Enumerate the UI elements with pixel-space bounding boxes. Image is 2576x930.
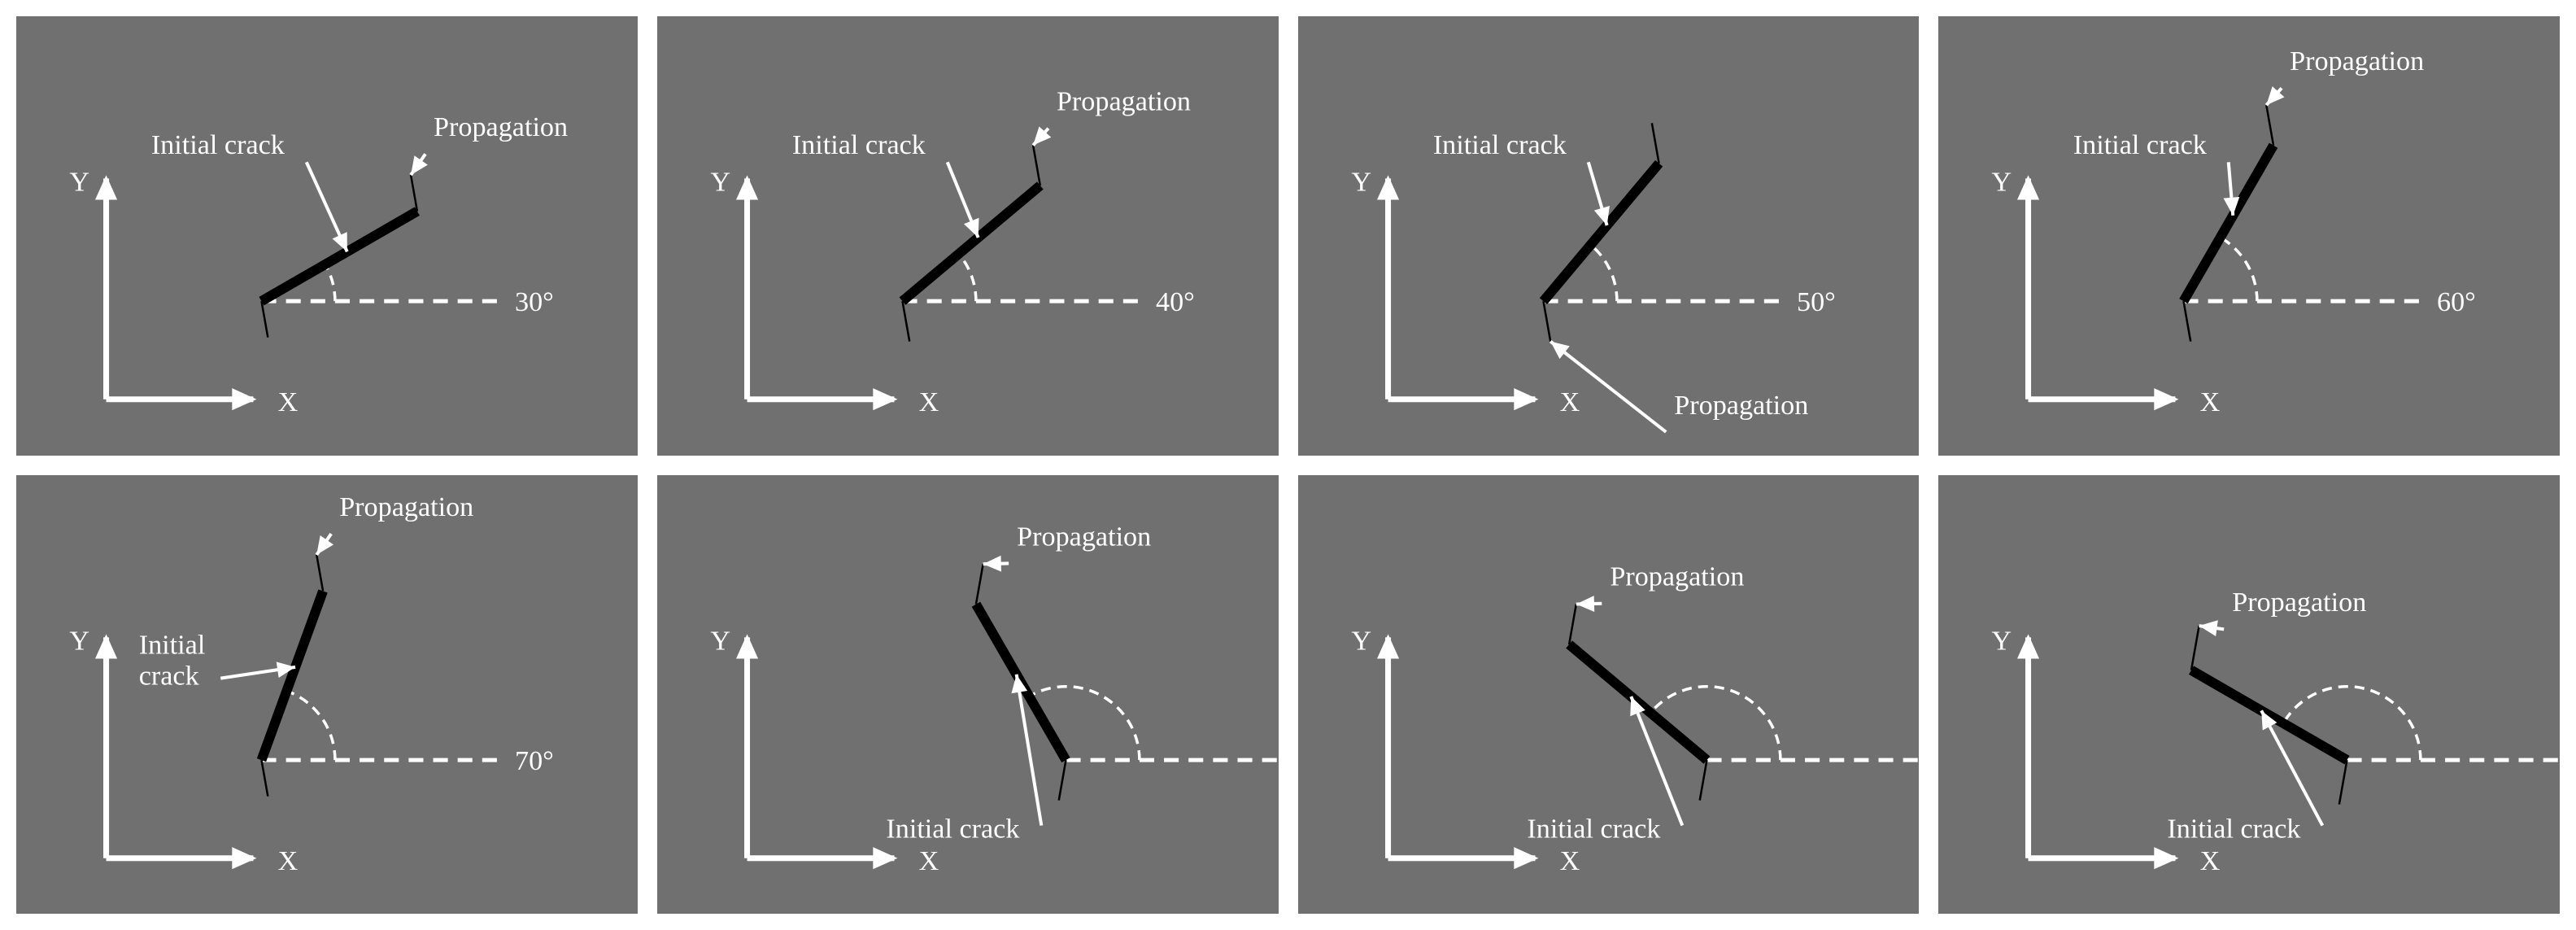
initial-crack-label: Initial crack <box>2168 814 2302 844</box>
angle-label: 60° <box>2437 287 2476 317</box>
initial-crack-label: Initial <box>139 630 206 660</box>
x-axis-label: X <box>1559 845 1580 875</box>
x-axis-label: X <box>2200 387 2221 417</box>
propagation-label: Propagation <box>1057 87 1191 117</box>
propagation-label: Propagation <box>2290 46 2424 76</box>
x-axis-label: X <box>2200 845 2221 875</box>
panel-40: Y X 40° Initial crack Propagation <box>657 16 1279 456</box>
propagation-label: Propagation <box>2232 587 2366 618</box>
panel-70: Y X 70° Initial crack Propagation <box>16 475 638 915</box>
panel-30: Y X 30° Initial crack Propagation <box>16 16 638 456</box>
y-axis-label: Y <box>1992 167 2012 197</box>
propagation-label: Propagation <box>1674 391 1808 421</box>
angle-label: 40° <box>1156 287 1195 317</box>
x-axis-label: X <box>278 845 299 875</box>
panel-120: Y X 120° Initial crack Propagation <box>657 475 1279 915</box>
crack-panel-40: Y X 40° Initial crack Propagation <box>657 16 1279 456</box>
y-axis-label: Y <box>1351 167 1371 197</box>
initial-crack-label: Initial crack <box>886 814 1020 844</box>
x-axis-label: X <box>278 387 299 417</box>
panel-150: Y X 150° Initial crack Propagation <box>1938 475 2560 915</box>
crack-panel-30: Y X 30° Initial crack Propagation <box>16 16 638 456</box>
angle-label: 30° <box>515 287 554 317</box>
panel-50: Y X 50° Initial crack Propagation <box>1298 16 1920 456</box>
propagation-label: Propagation <box>1017 522 1151 552</box>
crack-panel-140: Y X 140° Initial crack Propagation <box>1298 475 1920 915</box>
y-axis-label: Y <box>69 167 89 197</box>
crack-panel-120: Y X 120° Initial crack Propagation <box>657 475 1279 915</box>
propagation-label: Propagation <box>1610 561 1744 592</box>
crack-panel-150: Y X 150° Initial crack Propagation <box>1938 475 2560 915</box>
x-axis-label: X <box>1559 387 1580 417</box>
initial-crack-label: Initial crack <box>151 130 285 160</box>
panel-60: Y X 60° Initial crack Propagation <box>1938 16 2560 456</box>
initial-crack-label-2: crack <box>139 661 200 691</box>
propagation-label: Propagation <box>434 112 568 142</box>
angle-label: 70° <box>515 746 554 776</box>
y-axis-label: Y <box>69 626 89 656</box>
x-axis-label: X <box>918 845 939 875</box>
x-axis-label: X <box>918 387 939 417</box>
crack-panel-50: Y X 50° Initial crack Propagation <box>1298 16 1920 456</box>
initial-crack-label: Initial crack <box>1432 130 1567 160</box>
propagation-label: Propagation <box>339 491 473 522</box>
y-axis-label: Y <box>1351 626 1371 656</box>
y-axis-label: Y <box>1992 626 2012 656</box>
initial-crack-label: Initial crack <box>1527 814 1661 844</box>
panel-140: Y X 140° Initial crack Propagation <box>1298 475 1920 915</box>
crack-panel-60: Y X 60° Initial crack Propagation <box>1938 16 2560 456</box>
y-axis-label: Y <box>710 626 730 656</box>
crack-panel-70: Y X 70° Initial crack Propagation <box>16 475 638 915</box>
initial-crack-label: Initial crack <box>792 130 926 160</box>
angle-label: 50° <box>1797 287 1836 317</box>
y-axis-label: Y <box>710 167 730 197</box>
initial-crack-label: Initial crack <box>2073 130 2208 160</box>
